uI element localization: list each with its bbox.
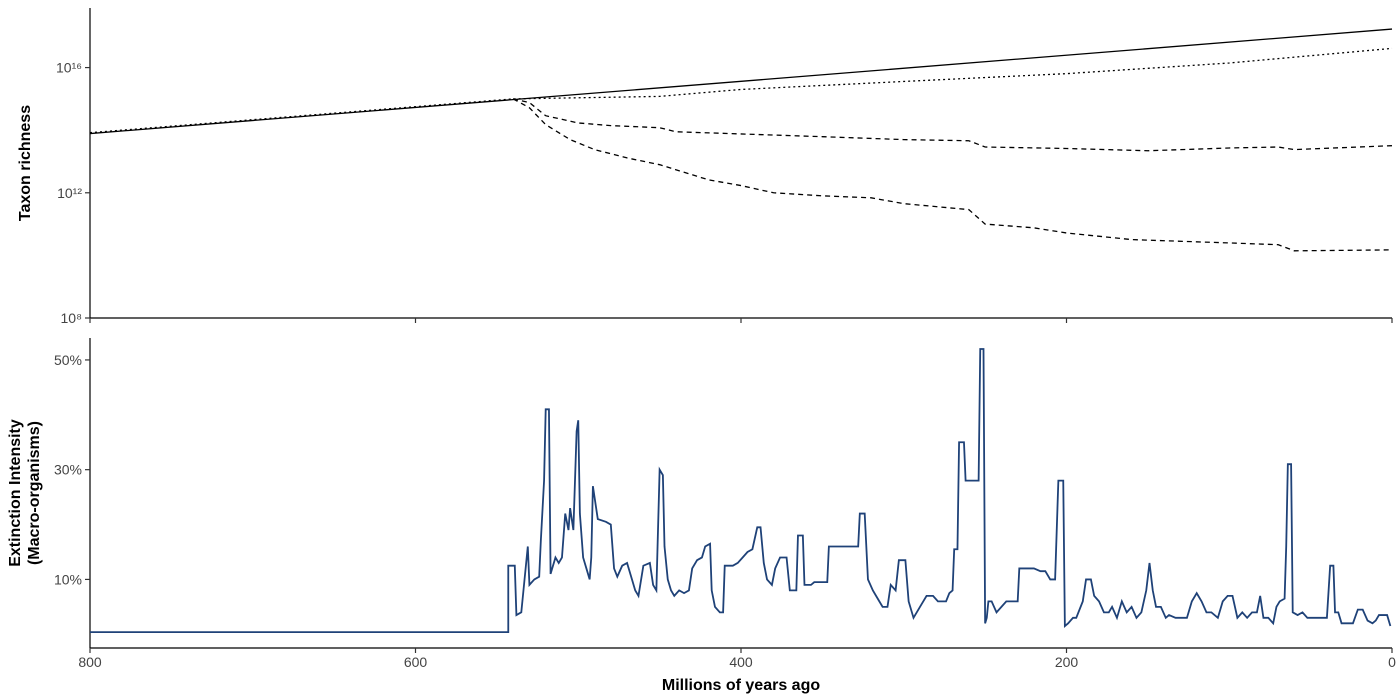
data-line xyxy=(89,28,1393,135)
x-tick-label: 0 xyxy=(1388,654,1396,670)
y-tick-label: 10¹⁶ xyxy=(56,60,82,76)
y-axis-title: Taxon richness xyxy=(17,105,34,221)
y-tick-label: 50% xyxy=(54,352,82,368)
data-line xyxy=(512,98,1393,252)
y-tick-label: 10% xyxy=(54,571,82,587)
y-tick-label: 10¹² xyxy=(57,185,82,201)
y-axis-title: Extinction Intensity xyxy=(7,419,24,567)
data-line xyxy=(89,47,1393,134)
x-axis-title: Millions of years ago xyxy=(662,677,820,694)
data-line xyxy=(513,98,1393,152)
y-axis-title: (Macro-organisms) xyxy=(26,421,43,565)
x-tick-label: 200 xyxy=(1055,654,1079,670)
y-tick-label: 30% xyxy=(54,462,82,478)
y-tick-label: 10⁸ xyxy=(61,310,83,326)
x-tick-label: 600 xyxy=(404,654,428,670)
x-tick-label: 400 xyxy=(729,654,753,670)
data-line xyxy=(90,348,1392,633)
x-tick-label: 800 xyxy=(78,654,102,670)
